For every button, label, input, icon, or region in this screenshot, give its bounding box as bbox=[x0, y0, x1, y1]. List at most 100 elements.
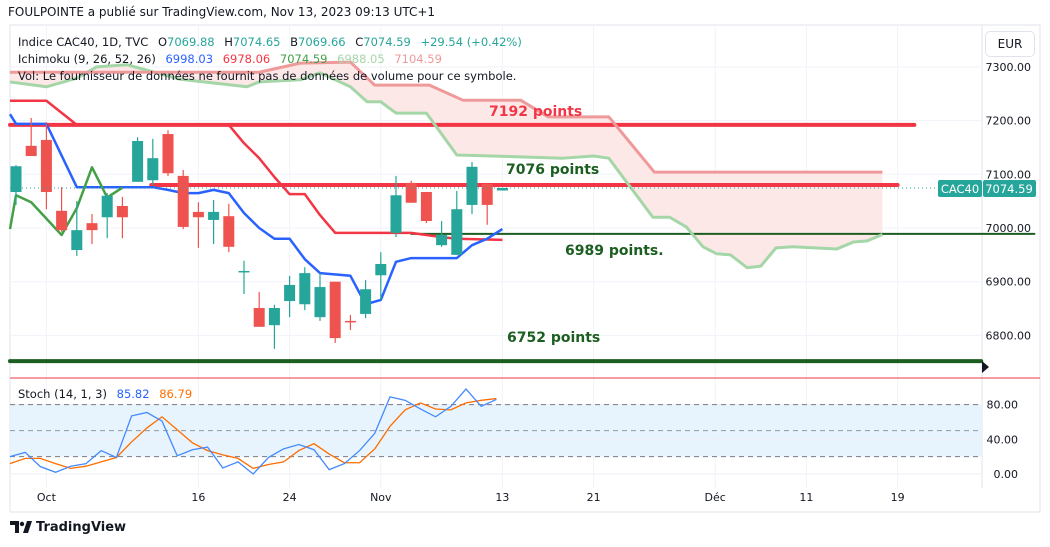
kijun-line bbox=[10, 99, 503, 242]
time-tick-label: 11 bbox=[799, 491, 813, 504]
candle-down bbox=[116, 205, 128, 218]
price-axis[interactable]: 7300.00 7200.00 7100.00 7000.00 6900.00 6800.… bbox=[986, 61, 1032, 343]
drawing-label-6989: 6989 points. bbox=[565, 243, 664, 259]
close-label: C bbox=[355, 35, 364, 49]
span-b-line bbox=[10, 60, 883, 174]
candle-down bbox=[177, 175, 189, 227]
legend-ichimoku: Ichimoku (9, 26, 52, 26) 6998.03 6978.06… bbox=[18, 52, 448, 66]
time-tick-label: Nov bbox=[370, 491, 392, 504]
stoch-d-value: 86.79 bbox=[159, 387, 193, 401]
candle-up bbox=[451, 209, 463, 255]
ichimoku-lines bbox=[8, 60, 883, 306]
tenkan-value: 6998.03 bbox=[165, 52, 214, 66]
span-a-line bbox=[9, 63, 883, 270]
candle-down bbox=[420, 192, 432, 222]
price-tick-label: 6800.00 bbox=[986, 329, 1032, 342]
publish-header: FOULPOINTE a publié sur TradingView.com,… bbox=[8, 5, 436, 19]
time-tick-label: 19 bbox=[891, 491, 905, 504]
volume-message: Vol: Le fournisseur de données ne fourni… bbox=[18, 69, 517, 83]
candle-down bbox=[25, 145, 37, 157]
stoch-label[interactable]: Stoch (14, 1, 3) bbox=[18, 387, 107, 401]
candle-up bbox=[10, 166, 22, 193]
kijun-value: 6978.06 bbox=[222, 52, 271, 66]
candle-up bbox=[208, 211, 220, 220]
candle-up bbox=[314, 287, 326, 318]
stoch-tick-label: 80.00 bbox=[987, 399, 1019, 412]
candle-down bbox=[253, 308, 265, 327]
open-value: 7069.88 bbox=[167, 35, 215, 49]
span-b-value: 7104.59 bbox=[394, 52, 442, 66]
low-value: 7069.66 bbox=[298, 35, 346, 49]
chikou-value: 7074.59 bbox=[279, 52, 328, 66]
time-tick-label: 16 bbox=[191, 491, 205, 504]
stoch-pane: 80.00 40.00 0.00 bbox=[9, 388, 1019, 481]
candle-up bbox=[496, 187, 508, 191]
close-value: 7074.59 bbox=[363, 35, 411, 49]
candle-down bbox=[223, 216, 235, 247]
candle-up bbox=[238, 270, 250, 273]
candle-up bbox=[466, 166, 478, 205]
last-price-value: 7074.59 bbox=[985, 182, 1033, 196]
price-tick-label: 7100.00 bbox=[986, 168, 1032, 181]
open-label: O bbox=[157, 35, 168, 49]
candle-up bbox=[132, 141, 144, 182]
candle-down bbox=[56, 210, 68, 231]
time-tick-label: 13 bbox=[495, 491, 509, 504]
last-price-badge: CAC40 7074.59 bbox=[938, 180, 1036, 197]
high-label: H bbox=[224, 35, 233, 49]
low-label: B bbox=[290, 35, 299, 49]
tradingview-logo-icon bbox=[10, 520, 32, 533]
stoch-k-value: 85.82 bbox=[116, 387, 150, 401]
candle-up bbox=[390, 195, 402, 233]
candle-down bbox=[192, 211, 204, 218]
candle-up bbox=[147, 158, 159, 181]
candle-down bbox=[40, 139, 52, 193]
candle-down bbox=[329, 281, 341, 339]
candle-down bbox=[481, 183, 493, 205]
chikou-line bbox=[8, 166, 124, 237]
horizontal-drawings[interactable] bbox=[8, 122, 1036, 364]
candles bbox=[10, 117, 508, 349]
ichimoku-label[interactable]: Ichimoku (9, 26, 52, 26) bbox=[18, 52, 156, 66]
candle-up bbox=[284, 284, 296, 302]
time-tick-label: Oct bbox=[37, 491, 57, 504]
legend-symbol[interactable]: Indice CAC40, 1D, TVC bbox=[18, 35, 149, 49]
candle-up bbox=[375, 263, 387, 276]
time-tick-label: Déc bbox=[705, 491, 726, 504]
candle-up bbox=[101, 195, 113, 218]
candle-down bbox=[405, 182, 417, 203]
drawing-label-7192: 7192 points bbox=[489, 104, 582, 120]
time-tick-label: 21 bbox=[587, 491, 601, 504]
price-tick-label: 6900.00 bbox=[986, 276, 1032, 289]
stoch-tick-label: 40.00 bbox=[987, 433, 1019, 446]
span-a-value: 6988.05 bbox=[337, 52, 385, 66]
candle-up bbox=[268, 308, 280, 326]
brand-name: TradingView bbox=[36, 520, 127, 535]
time-tick-label: 24 bbox=[283, 491, 297, 504]
price-tick-label: 7300.00 bbox=[986, 61, 1032, 74]
candle-up bbox=[71, 230, 83, 251]
legend-main: Indice CAC40, 1D, TVC O7069.88 H7074.65 … bbox=[18, 35, 528, 49]
stoch-k-line bbox=[9, 388, 497, 475]
currency-button[interactable]: EUR bbox=[985, 31, 1035, 57]
legend-stoch: Stoch (14, 1, 3) 85.82 86.79 bbox=[18, 387, 198, 401]
candle-up bbox=[436, 234, 448, 246]
drawing-label-6752: 6752 points bbox=[507, 330, 600, 346]
time-axis[interactable]: Oct 16 24 Nov 13 21 Déc 11 19 bbox=[37, 491, 905, 504]
tenkan-line bbox=[8, 113, 504, 306]
drawing-label-7076: 7076 points bbox=[506, 162, 599, 178]
price-tick-label: 7200.00 bbox=[986, 115, 1032, 128]
candle-down bbox=[86, 223, 98, 231]
candle-up bbox=[299, 273, 311, 305]
drawing-labels: 7192 points 7076 points 6989 points. 675… bbox=[489, 104, 664, 346]
change-value: +29.54 (+0.42%) bbox=[420, 35, 522, 49]
candle-up bbox=[360, 289, 372, 314]
last-price-symbol: CAC40 bbox=[941, 182, 979, 196]
stoch-tick-label: 0.00 bbox=[994, 468, 1019, 481]
tradingview-logo[interactable]: TradingView bbox=[10, 520, 126, 535]
stoch-d-line bbox=[9, 397, 497, 470]
price-tick-label: 7000.00 bbox=[986, 222, 1032, 235]
candle-down bbox=[162, 134, 174, 174]
drawing-handle-arrow-icon[interactable] bbox=[982, 361, 989, 373]
